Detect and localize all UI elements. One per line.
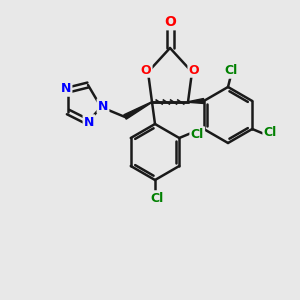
Text: O: O bbox=[141, 64, 151, 76]
Text: Cl: Cl bbox=[264, 127, 277, 140]
Text: Cl: Cl bbox=[190, 128, 204, 140]
Text: N: N bbox=[84, 116, 94, 128]
Text: O: O bbox=[164, 15, 176, 29]
Text: Cl: Cl bbox=[150, 191, 164, 205]
Text: O: O bbox=[189, 64, 199, 76]
Text: N: N bbox=[61, 82, 71, 95]
Text: Cl: Cl bbox=[224, 64, 238, 77]
Polygon shape bbox=[124, 102, 152, 119]
Polygon shape bbox=[188, 98, 204, 104]
Text: N: N bbox=[98, 100, 108, 112]
